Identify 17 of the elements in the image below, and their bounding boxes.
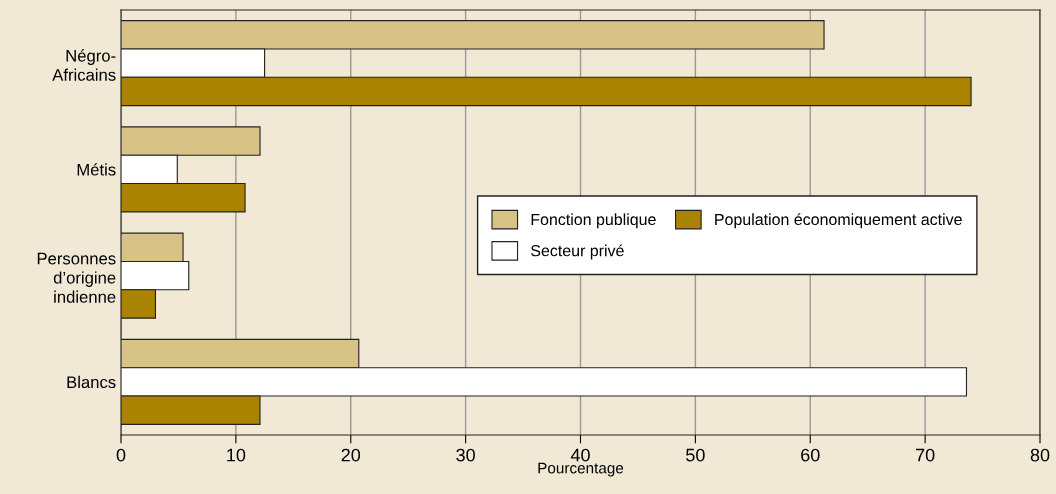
legend-label: Secteur privé <box>531 244 624 260</box>
x-tick-label: 10 <box>227 448 246 462</box>
y-tick-label: Blancs <box>67 375 116 389</box>
y-tick-label: Négro- Africains <box>52 49 116 81</box>
x-tick-label: 60 <box>801 448 820 462</box>
legend-label: Population économiquement active <box>715 213 962 229</box>
x-tick-label: 30 <box>456 448 475 462</box>
legend-label: Fonction publique <box>531 213 656 229</box>
x-tick-label: 70 <box>916 448 935 462</box>
x-tick-label: 80 <box>1030 448 1050 462</box>
y-tick-label: Métis <box>77 163 116 176</box>
y-tick-label: Personnes d’origine indienne <box>37 252 116 303</box>
x-tick-label: 20 <box>341 448 361 462</box>
x-tick-label: 40 <box>570 448 590 462</box>
x-axis-title: Pourcentage <box>538 462 624 477</box>
x-tick-label: 50 <box>686 448 705 462</box>
x-tick-label: 0 <box>116 448 126 462</box>
